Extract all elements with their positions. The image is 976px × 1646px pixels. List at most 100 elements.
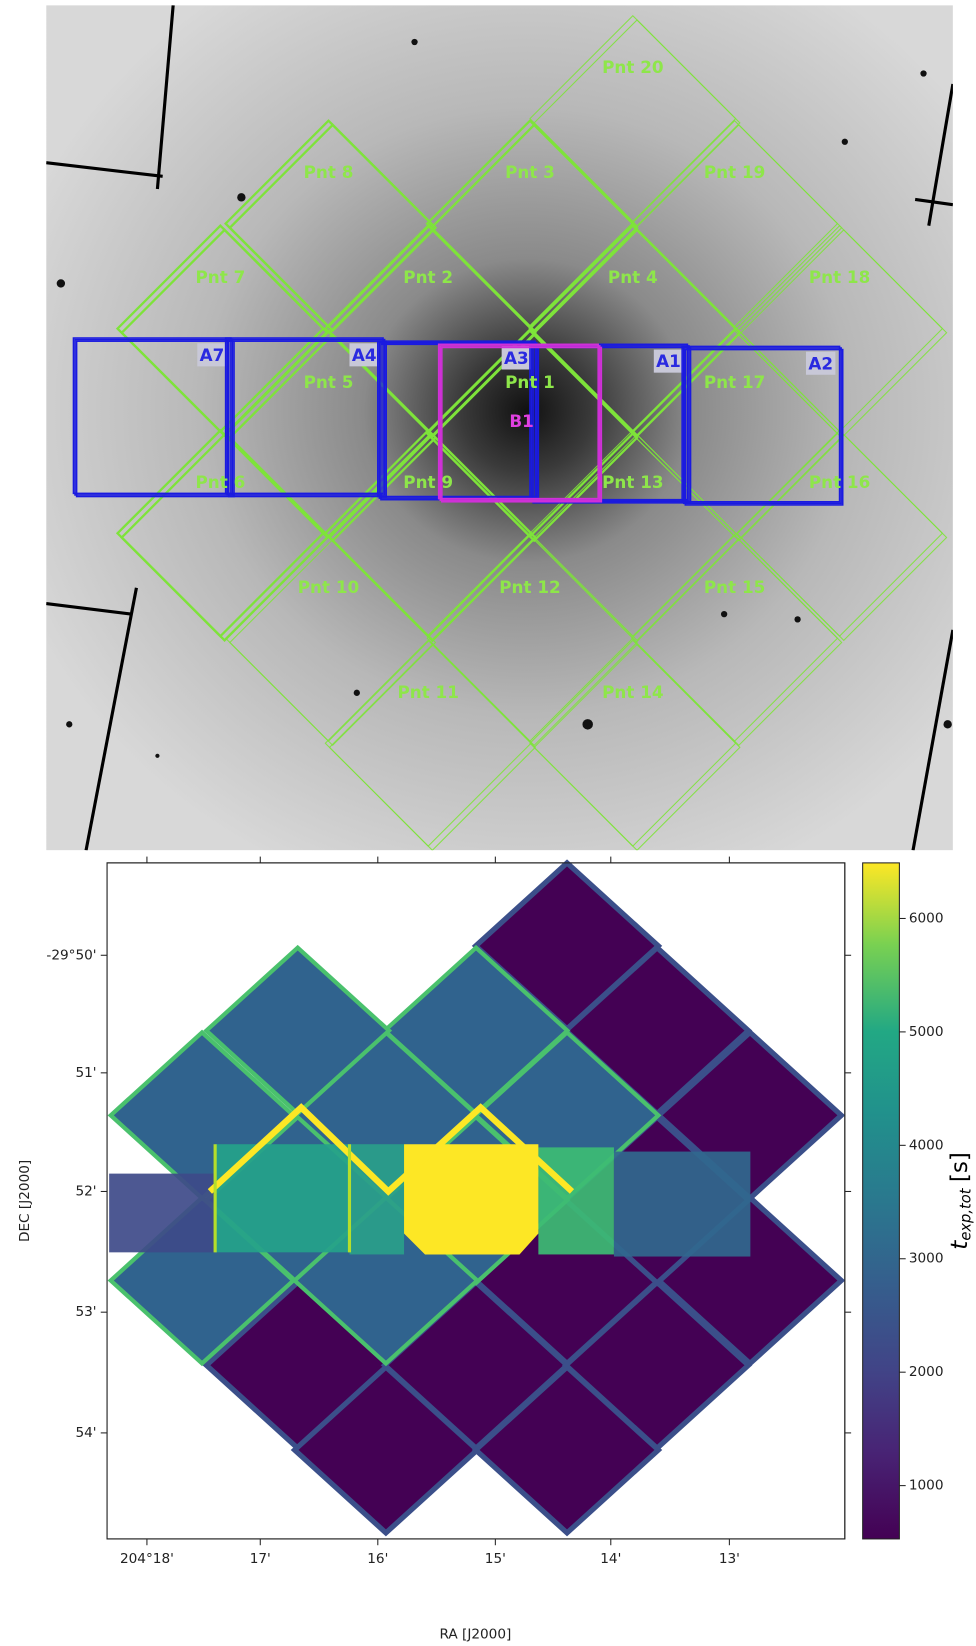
x-tick-label: 17' xyxy=(250,1551,271,1567)
colorbar-tick-label: 1000 xyxy=(909,1478,944,1494)
colorbar-symbol: t xyxy=(947,1240,973,1250)
pointing-footprint xyxy=(635,538,843,747)
a-frame-tag xyxy=(197,343,227,367)
pointing-label: Pnt 4 xyxy=(608,267,658,287)
pointing-label: Pnt 18 xyxy=(809,267,870,287)
x-tick-label: 15' xyxy=(485,1551,506,1567)
colorbar-tick-label: 2000 xyxy=(909,1364,944,1380)
pointing-footprint xyxy=(120,432,330,642)
b-frame-label: B1 xyxy=(509,411,533,431)
pointing-footprint xyxy=(328,643,536,851)
map-overlap xyxy=(207,1103,575,1196)
pointing-label: Pnt 17 xyxy=(704,372,765,392)
x-tick-label: 13' xyxy=(719,1551,740,1567)
a-frame-tag xyxy=(653,349,684,373)
map-strip xyxy=(538,1147,614,1255)
x-axis-label: RA [J2000] xyxy=(439,1626,511,1642)
colorbar-subscript: exp,tot xyxy=(958,1187,975,1240)
x-tick-label: 16' xyxy=(367,1551,388,1567)
a-frame xyxy=(377,340,537,498)
pointing-footprint xyxy=(327,432,537,642)
sky-background xyxy=(46,5,953,851)
a-frame xyxy=(684,348,844,506)
a-frame xyxy=(74,338,234,496)
pointing-label: Pnt 1 xyxy=(505,372,555,392)
y-tick-label: 52' xyxy=(75,1183,96,1199)
colorbar-tick-label: 4000 xyxy=(909,1137,944,1153)
y-tick-label: -29°50' xyxy=(46,947,96,963)
b-frame xyxy=(439,345,601,501)
a-frame-label: A2 xyxy=(808,353,833,373)
pointing-label: Pnt 14 xyxy=(602,682,663,702)
pointing-footprint xyxy=(635,334,843,542)
pointing-labels: Pnt 1 Pnt 2 Pnt 3 Pnt 4 Pnt 5 Pnt 6 Pnt 7 Pnt 8… xyxy=(195,57,870,702)
stars xyxy=(56,38,952,758)
pointing-footprints xyxy=(115,15,948,851)
a-frame-tag xyxy=(501,346,532,370)
pointing-label: Pnt 6 xyxy=(195,472,245,492)
colorbar-unit: [s] xyxy=(947,1152,973,1182)
pointing-label: Pnt 8 xyxy=(304,162,354,182)
a-frame xyxy=(226,338,386,496)
pointing-footprint xyxy=(532,228,742,438)
pointing-footprint xyxy=(430,538,638,747)
pointing-label: Pnt 7 xyxy=(195,267,245,287)
a-frame-label: A1 xyxy=(656,351,681,371)
pointing-footprint xyxy=(533,19,741,227)
pointing-label: Pnt 3 xyxy=(505,162,555,182)
y-tick-label: 51' xyxy=(75,1065,96,1081)
pointing-label: Pnt 11 xyxy=(397,682,458,702)
map-strip xyxy=(613,1151,751,1257)
pointing-footprint xyxy=(533,643,741,851)
x-tick-label: 14' xyxy=(600,1551,621,1567)
colorbar xyxy=(862,862,900,1540)
y-tick-label: 53' xyxy=(75,1304,96,1320)
x-tick-label: 204°18' xyxy=(120,1551,174,1567)
a-frame-tag xyxy=(805,351,836,375)
a-frame-tag xyxy=(349,343,379,367)
pointing-footprint xyxy=(740,229,948,437)
pointing-label: Pnt 9 xyxy=(403,472,453,492)
pointing-label: Pnt 13 xyxy=(602,472,663,492)
a-frame xyxy=(72,337,232,495)
a-frame xyxy=(227,340,387,498)
pointing-footprint xyxy=(635,124,843,332)
pointing-label: Pnt 2 xyxy=(403,267,453,287)
ifu-frames: A7 A4 A3 A1 A2 B1 xyxy=(72,337,844,506)
colorbar-tick-label: 3000 xyxy=(909,1251,944,1267)
colorbar-tick-label: 5000 xyxy=(909,1024,944,1040)
pointing-label: Pnt 19 xyxy=(704,162,765,182)
map-deep-field xyxy=(404,1144,539,1255)
a-frame-label: A3 xyxy=(504,348,529,368)
map-strip xyxy=(109,1173,216,1253)
pointing-label: Pnt 15 xyxy=(704,577,765,597)
pointing-label: Pnt 12 xyxy=(499,577,560,597)
colorbar-label: texp,tot [s] xyxy=(947,1152,975,1250)
y-tick-label: 54' xyxy=(75,1425,96,1441)
exposure-map-panel: 204°18' 17' 16' 15' 14' 13' -29°50' 51' 52' 53' 54… xyxy=(17,856,975,1642)
axes-border xyxy=(106,862,846,1540)
a-frame-label: A4 xyxy=(352,345,377,365)
a-frame xyxy=(681,345,841,503)
a-frame xyxy=(532,346,692,504)
a-frame-label: A7 xyxy=(200,345,225,365)
colorbar-tick-label: 6000 xyxy=(909,910,944,926)
a-frame xyxy=(682,347,842,505)
a-frame xyxy=(75,340,235,498)
pointing-label: Pnt 20 xyxy=(602,57,663,77)
pointing-footprint xyxy=(228,123,438,333)
a-frame xyxy=(224,337,384,495)
b-frame xyxy=(437,343,599,500)
a-frame xyxy=(530,345,690,503)
exposure-map xyxy=(107,859,846,1537)
pointing-label: Pnt 10 xyxy=(298,577,359,597)
y-axis-label: DEC [J2000] xyxy=(17,1160,33,1242)
b-frame xyxy=(441,346,603,503)
axes: 204°18' 17' 16' 15' 14' 13' -29°50' 51' 52' 53' 54… xyxy=(46,856,852,1567)
pointing-footprint xyxy=(120,228,330,438)
colorbar-ticks: 1000 2000 3000 4000 5000 6000 xyxy=(899,910,944,1494)
pointing-footprint xyxy=(229,538,437,747)
